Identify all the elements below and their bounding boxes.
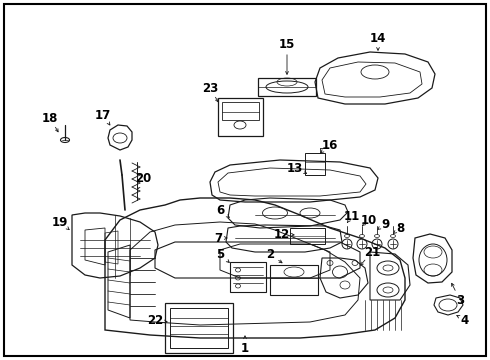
Text: 17: 17 xyxy=(95,108,111,122)
Text: 8: 8 xyxy=(396,221,404,234)
Text: 11: 11 xyxy=(344,210,360,222)
Text: 22: 22 xyxy=(147,314,163,327)
Bar xyxy=(218,98,263,136)
Text: 20: 20 xyxy=(135,171,151,185)
Text: 1: 1 xyxy=(241,342,249,355)
Text: 9: 9 xyxy=(381,217,389,230)
Bar xyxy=(165,303,233,353)
Text: 21: 21 xyxy=(364,246,380,258)
Text: 2: 2 xyxy=(266,248,274,261)
Bar xyxy=(290,228,325,244)
Bar xyxy=(270,265,318,295)
Text: 7: 7 xyxy=(214,231,222,244)
Text: 14: 14 xyxy=(370,32,386,45)
Bar xyxy=(305,153,325,175)
Bar xyxy=(222,102,259,120)
Text: 16: 16 xyxy=(322,139,338,152)
Text: 12: 12 xyxy=(274,228,290,240)
Bar xyxy=(230,262,266,292)
Text: 6: 6 xyxy=(216,203,224,216)
Text: 23: 23 xyxy=(202,81,218,95)
Text: 19: 19 xyxy=(52,216,68,229)
Bar xyxy=(258,78,316,96)
Text: 18: 18 xyxy=(42,112,58,125)
Text: 5: 5 xyxy=(216,248,224,261)
Text: 13: 13 xyxy=(287,162,303,175)
Text: 4: 4 xyxy=(461,314,469,327)
Text: 3: 3 xyxy=(456,293,464,306)
Bar xyxy=(170,308,228,348)
Text: 15: 15 xyxy=(279,37,295,50)
Text: 10: 10 xyxy=(361,213,377,226)
